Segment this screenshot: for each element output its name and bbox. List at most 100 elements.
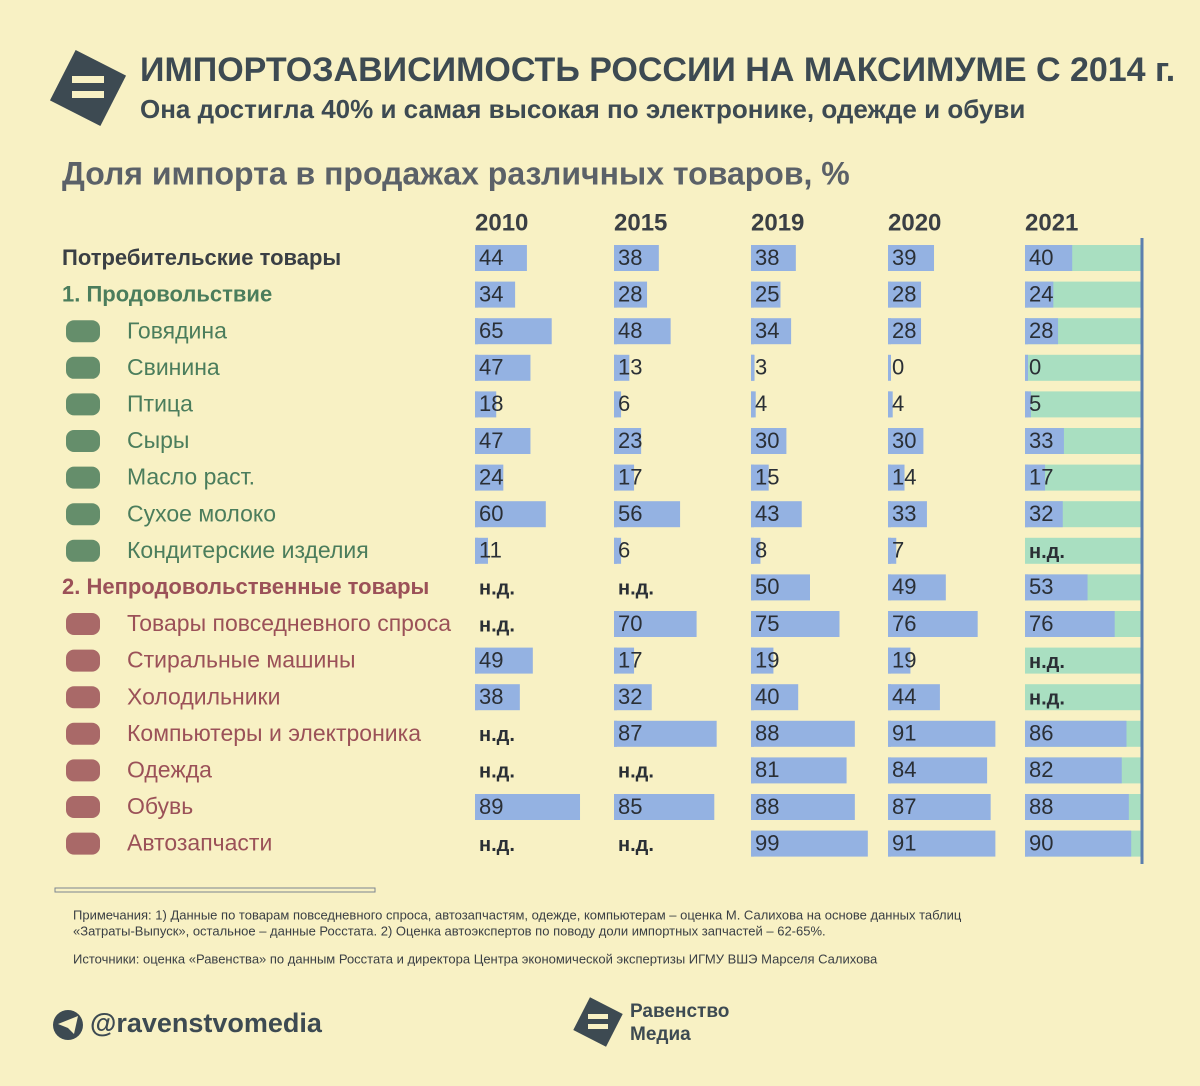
row-label: Сыры	[127, 427, 189, 453]
bar-edge	[1025, 391, 1028, 417]
value-label: 99	[755, 830, 779, 855]
title: ИМПОРТОЗАВИСИМОСТЬ РОССИИ НА МАКСИМУМЕ С…	[140, 51, 1175, 89]
bar-edge	[614, 245, 617, 271]
value-label: 47	[479, 355, 503, 380]
row-icon	[66, 723, 100, 745]
row-icon	[66, 430, 100, 452]
na-label: н.д.	[1029, 651, 1065, 673]
row-icon	[66, 796, 100, 818]
row-label: Холодильники	[127, 683, 280, 709]
bar-edge	[614, 465, 617, 491]
bar-edge	[888, 831, 891, 857]
bar-edge	[614, 611, 617, 637]
value-label: 17	[618, 647, 642, 672]
row-label: Обувь	[127, 793, 193, 819]
bar-edge	[1025, 831, 1028, 857]
bar-edge	[614, 538, 617, 564]
bar-edge	[475, 428, 478, 454]
bar-edge	[888, 245, 891, 271]
bar-edge	[1025, 282, 1028, 308]
value-label: 0	[1029, 355, 1041, 380]
value-label: 90	[1029, 830, 1053, 855]
value-label: 24	[479, 464, 503, 489]
bar-edge	[888, 355, 891, 381]
value-label: 87	[618, 721, 642, 746]
value-label: 17	[618, 464, 642, 489]
bar-edge	[1025, 757, 1028, 783]
na-label: н.д.	[618, 578, 654, 600]
bar-edge	[614, 501, 617, 527]
bar-edge	[751, 538, 754, 564]
row-label: Потребительские товары	[62, 245, 341, 270]
value-label: 86	[1029, 721, 1053, 746]
value-label: 38	[479, 684, 503, 709]
bar-edge	[475, 794, 478, 820]
bar-edge	[614, 391, 617, 417]
bar-edge	[751, 611, 754, 637]
value-label: 13	[618, 355, 642, 380]
bar-edge	[888, 391, 891, 417]
row-label: Стиральные машины	[127, 647, 356, 673]
bar-edge	[1025, 428, 1028, 454]
value-label: 44	[892, 684, 916, 709]
bar-edge	[751, 684, 754, 710]
value-label: 40	[755, 684, 779, 709]
bar-edge	[751, 391, 754, 417]
bar-edge	[751, 794, 754, 820]
value-label: 43	[755, 501, 779, 526]
bar-edge	[614, 318, 617, 344]
value-label: 88	[755, 794, 779, 819]
value-label: 17	[1029, 464, 1053, 489]
bar-edge	[1025, 465, 1028, 491]
value-label: 76	[892, 611, 916, 636]
column-header: 2010	[475, 209, 528, 236]
value-label: 89	[479, 794, 503, 819]
value-label: 47	[479, 428, 503, 453]
value-label: 30	[892, 428, 916, 453]
value-label: 34	[755, 318, 779, 343]
row-label: Сухое молоко	[127, 500, 276, 526]
na-label: н.д.	[479, 761, 515, 783]
value-label: 33	[892, 501, 916, 526]
bar-edge	[614, 721, 617, 747]
bar-edge	[751, 318, 754, 344]
value-label: 53	[1029, 574, 1053, 599]
value-label: 91	[892, 830, 916, 855]
value-label: 28	[892, 281, 916, 306]
bar-edge	[751, 501, 754, 527]
bar-edge	[888, 611, 891, 637]
column-header: 2021	[1025, 209, 1078, 236]
value-label: 8	[755, 538, 767, 563]
row-label: Товары повседневного спроса	[127, 610, 451, 636]
na-label: н.д.	[618, 761, 654, 783]
bar-edge	[888, 574, 891, 600]
na-label: н.д.	[618, 834, 654, 856]
value-label: 39	[892, 245, 916, 270]
row-icon	[66, 320, 100, 342]
bar-edge	[888, 684, 891, 710]
bar-edge	[475, 391, 478, 417]
track	[1025, 391, 1142, 417]
column-header: 2019	[751, 209, 804, 236]
value-label: 49	[479, 647, 503, 672]
value-label: 50	[755, 574, 779, 599]
value-label: 15	[755, 464, 779, 489]
bar-edge	[751, 648, 754, 674]
value-label: 91	[892, 721, 916, 746]
subtitle: Она достигла 40% и самая высокая по элек…	[140, 94, 1025, 124]
note: Примечания: 1) Данные по товарам повседн…	[73, 907, 962, 922]
value-label: 7	[892, 538, 904, 563]
row-icon	[66, 393, 100, 415]
row-icon	[66, 467, 100, 489]
track	[1025, 355, 1142, 381]
row-label: Птица	[127, 390, 193, 416]
bar-edge	[614, 428, 617, 454]
bar-edge	[751, 831, 754, 857]
bar-edge	[614, 684, 617, 710]
bar-edge	[888, 648, 891, 674]
bar-edge	[888, 465, 891, 491]
value-label: 48	[618, 318, 642, 343]
bar-edge	[1025, 574, 1028, 600]
bar-edge	[614, 282, 617, 308]
note: «Затраты-Выпуск», остальное – данные Рос…	[73, 923, 826, 938]
